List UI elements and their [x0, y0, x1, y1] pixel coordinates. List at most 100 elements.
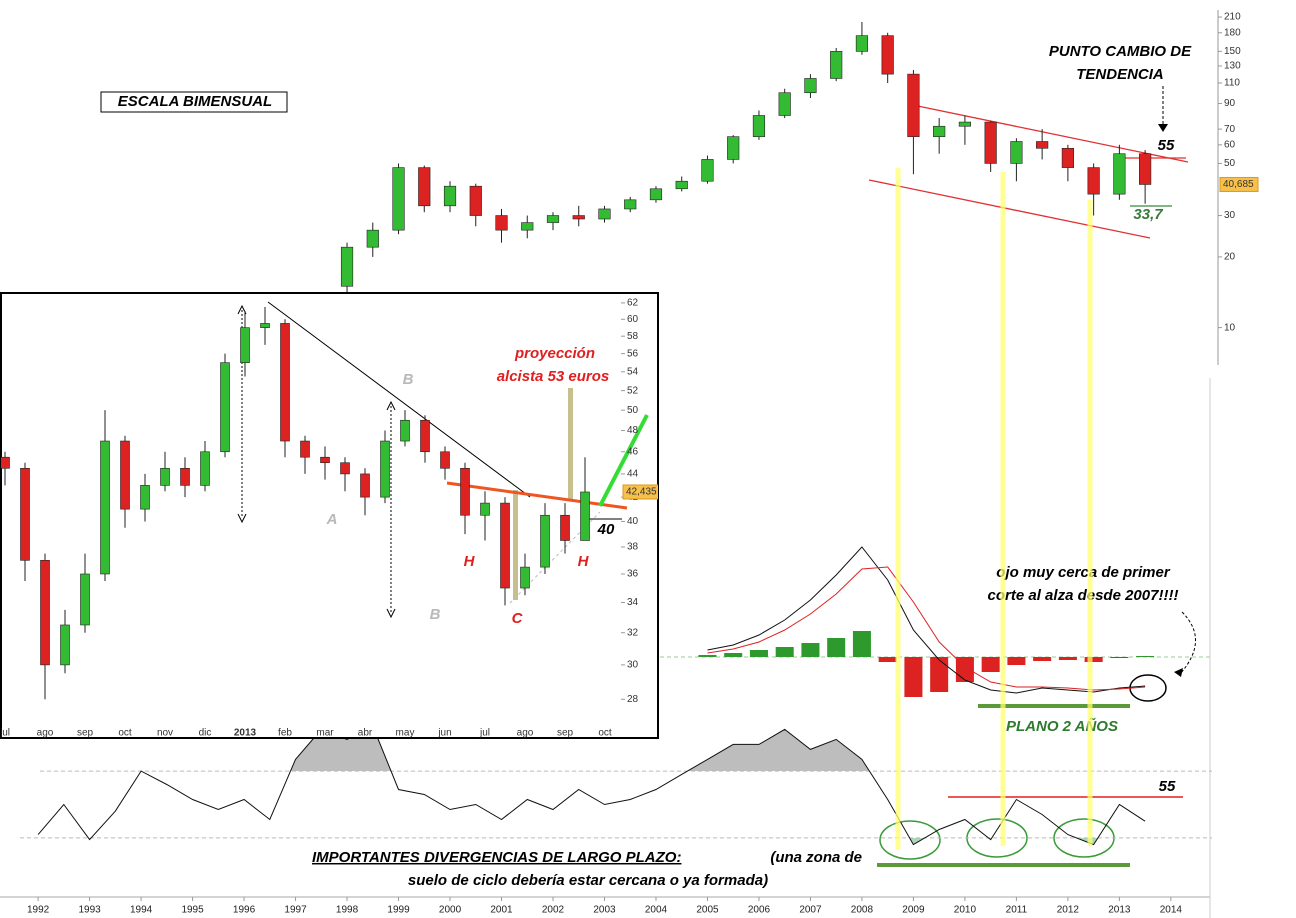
candle-body	[440, 451, 450, 469]
macd-line	[707, 566, 1146, 691]
x-tick-label: 2002	[542, 905, 565, 916]
y-tick-label: 210	[1224, 12, 1241, 23]
cycle-lines	[895, 168, 1093, 850]
x-tick-label: 2005	[696, 905, 719, 916]
histogram-bar	[1110, 657, 1129, 658]
last-price-box	[622, 484, 658, 500]
x-tick-label: oct	[118, 728, 132, 739]
x-tick-label: sep	[77, 728, 94, 739]
target-line	[598, 414, 649, 507]
x-tick-label: 2012	[1057, 905, 1080, 916]
candle-body	[160, 467, 170, 486]
x-tick-label: 2006	[748, 905, 771, 916]
candle-body	[675, 180, 688, 190]
histogram-bar	[827, 638, 846, 657]
last-price-label: 42,435	[626, 487, 657, 498]
candle-body	[520, 566, 530, 589]
candle-body	[469, 185, 482, 216]
divergence-circle	[879, 820, 941, 860]
candle-body	[300, 440, 310, 458]
candle-body	[649, 188, 663, 201]
neckline	[446, 481, 628, 510]
x-tick-label: feb	[278, 728, 292, 739]
candle-body	[1113, 153, 1126, 195]
annotation: 55	[1158, 137, 1175, 154]
x-tick-label: ago	[517, 728, 534, 739]
arrow-head	[1174, 668, 1183, 677]
candle-body	[1, 456, 10, 469]
x-tick-label: 2009	[902, 905, 925, 916]
y-tick-label: 10	[1224, 322, 1236, 333]
annotation: B	[403, 371, 414, 388]
y-tick-label: 20	[1224, 252, 1236, 263]
candle-body	[320, 456, 330, 464]
histogram-bar	[1084, 657, 1103, 662]
candle-body	[100, 440, 110, 575]
last-price-label: 40,685	[1223, 179, 1254, 190]
x-tick-label: 1992	[27, 905, 50, 916]
candle-body	[340, 246, 354, 287]
y-tick-label: 44	[627, 469, 639, 480]
candle-body	[200, 451, 210, 486]
y-tick-label: 150	[1224, 46, 1241, 57]
candle-body	[495, 215, 508, 231]
last-price-box	[1219, 176, 1259, 192]
candle-body	[598, 208, 611, 220]
candle-body	[540, 514, 550, 568]
candle-body	[80, 573, 90, 626]
x-tick-label: 2014	[1160, 905, 1183, 916]
candle-body	[500, 502, 510, 589]
candle-body	[420, 419, 430, 453]
x-tick-label: 2008	[851, 905, 874, 916]
histogram-bar	[1058, 657, 1077, 660]
y-tick-label: 46	[627, 446, 639, 457]
candle-body	[220, 362, 230, 453]
y-tick-label: 110	[1224, 78, 1240, 89]
annotation: C	[512, 610, 524, 627]
annotation: H	[578, 553, 590, 570]
histogram-bar	[1136, 656, 1155, 657]
x-tick-label: 1999	[387, 905, 410, 916]
annotation: alcista 53 euros	[497, 368, 610, 385]
annotation: 55	[1159, 778, 1176, 795]
histogram-bar	[981, 657, 1000, 672]
y-tick-label: 48	[627, 425, 639, 436]
x-tick-label: oct	[598, 728, 612, 739]
x-tick-label: 2000	[439, 905, 462, 916]
candle-body	[400, 419, 410, 442]
candle-body	[1087, 167, 1100, 195]
trend-line	[267, 301, 531, 498]
candle-body	[180, 467, 190, 486]
candle-body	[907, 73, 920, 137]
histogram-bar	[749, 650, 768, 657]
annotation: ojo muy cerca de primer	[996, 564, 1171, 581]
channel-top	[907, 103, 1189, 163]
x-tick-label: nov	[157, 728, 173, 739]
y-tick-label: 30	[627, 660, 639, 671]
histogram-bar	[698, 655, 717, 657]
y-tick-label: 30	[1224, 210, 1236, 221]
x-tick-label: 2013	[234, 728, 257, 739]
y-tick-label: 32	[627, 627, 639, 638]
histogram-bar	[852, 631, 871, 657]
y-tick-label: 50	[1224, 158, 1236, 169]
candle-body	[380, 440, 390, 498]
inset-chart: 283032343638404244464850525456586062jula…	[0, 292, 659, 739]
price-panel: 210 180 150 130 110 90 70 60 50 30 20 10 40,685 ESCAL…	[100, 10, 1259, 365]
annotation: A	[326, 511, 338, 528]
candle-body	[366, 229, 379, 248]
histogram-bar	[724, 653, 743, 657]
x-tick-label: 2004	[645, 905, 668, 916]
inset-plot: 283032343638404244464850525456586062jula…	[1, 298, 658, 739]
x-tick-label: 1994	[130, 905, 153, 916]
candle-body	[1010, 141, 1023, 164]
candle-body	[140, 485, 150, 510]
histogram-bar	[775, 647, 794, 657]
candle-body	[40, 560, 50, 666]
arrow-head	[1158, 124, 1168, 132]
curved-arrow	[1179, 611, 1196, 675]
candle-body	[280, 323, 290, 442]
candle-body	[701, 159, 714, 182]
x-tick-label: 1993	[78, 905, 101, 916]
x-tick-label: 2001	[490, 905, 513, 916]
